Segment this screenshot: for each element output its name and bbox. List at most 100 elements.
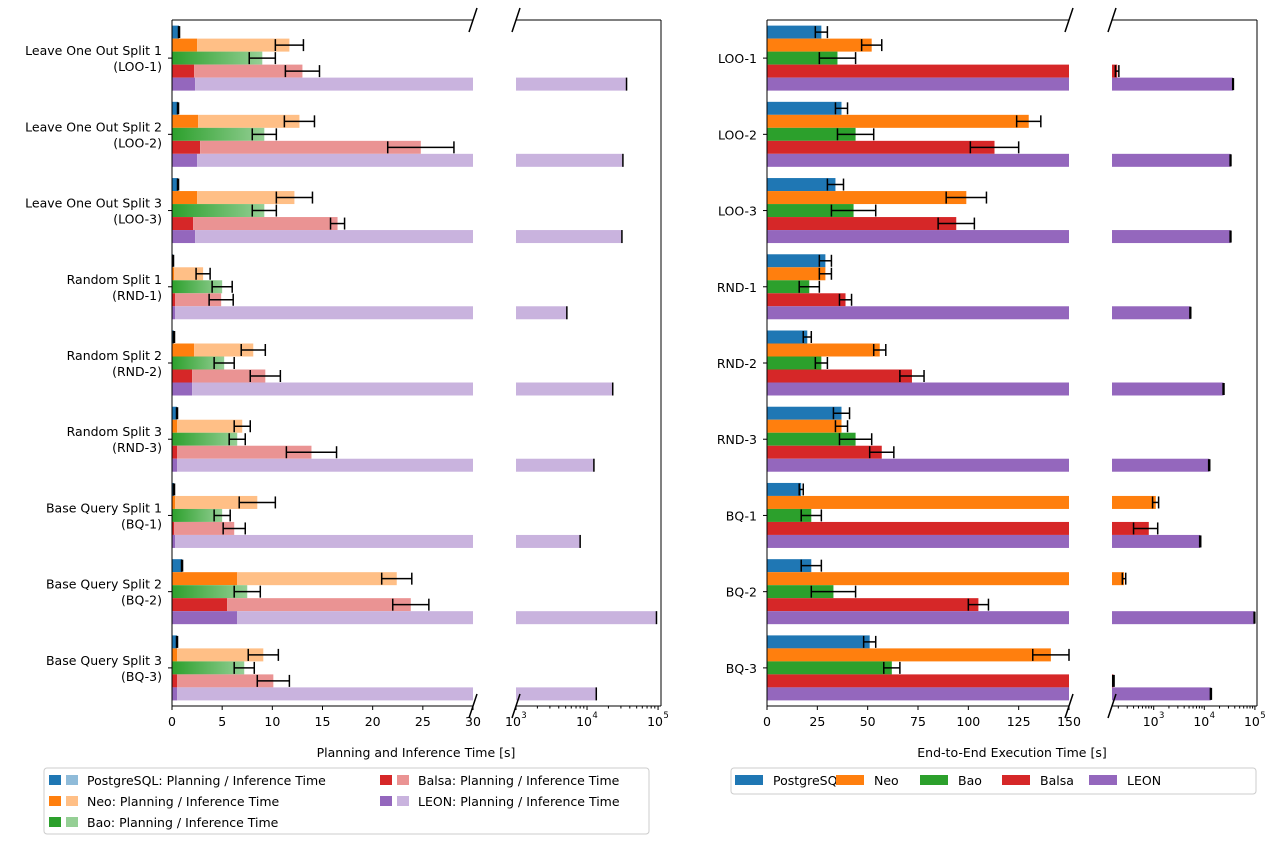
leon-planning-swatch xyxy=(380,796,392,806)
leon-bar xyxy=(767,458,1069,472)
leon-bar-log xyxy=(1112,687,1211,701)
leon-bar xyxy=(767,230,1069,244)
x-tick-label: 10 xyxy=(1193,714,1209,729)
category-sublabel: (RND-3) xyxy=(112,440,162,455)
postgresql-bar xyxy=(767,482,802,496)
bao-inference-swatch xyxy=(66,817,78,827)
leon-inference-bar-log xyxy=(516,153,623,167)
postgresql-planning-bar xyxy=(172,406,178,420)
neo-bar xyxy=(767,572,1069,586)
postgresql-bar xyxy=(767,406,842,420)
category-label: RND-1 xyxy=(717,280,757,295)
axis-break-mark xyxy=(511,7,521,33)
leon-swatch xyxy=(1089,775,1117,785)
leon-planning-bar xyxy=(172,611,238,625)
leon-bar xyxy=(767,687,1069,701)
balsa-inference-bar xyxy=(174,521,235,535)
x-tick-label: 150 xyxy=(1057,714,1081,729)
x-tick-label: 10 xyxy=(505,714,521,729)
category-sublabel: (LOO-3) xyxy=(113,212,162,227)
category-label: LOO-2 xyxy=(718,127,757,142)
category-label: Random Split 2 xyxy=(67,348,162,363)
leon-bar xyxy=(767,153,1069,167)
balsa-inference-bar xyxy=(177,674,274,688)
postgresql-bar xyxy=(767,635,870,649)
legend-label: Balsa: Planning / Inference Time xyxy=(418,773,620,788)
category-label: BQ-1 xyxy=(726,508,757,523)
bao-bar xyxy=(767,127,856,141)
neo-planning-bar xyxy=(172,114,199,128)
x-tick-exponent: 5 xyxy=(1260,711,1265,721)
neo-inference-bar xyxy=(194,343,254,357)
postgresql-planning-bar xyxy=(172,559,183,573)
x-tick-label: 15 xyxy=(315,714,331,729)
bao-bar xyxy=(172,204,265,218)
bao-bar xyxy=(172,585,248,599)
category-label: Leave One Out Split 2 xyxy=(25,119,162,134)
neo-bar xyxy=(767,191,967,205)
balsa-bar xyxy=(767,217,957,231)
neo-bar xyxy=(767,495,1069,509)
x-tick-exponent: 5 xyxy=(663,711,668,721)
bao-bar xyxy=(767,508,812,522)
legend-label: Neo xyxy=(874,773,899,788)
postgresql-bar xyxy=(767,101,842,115)
legend-label: Bao: Planning / Inference Time xyxy=(87,815,279,830)
balsa-planning-swatch xyxy=(380,775,392,785)
leon-planning-bar xyxy=(172,306,176,320)
leon-bar-log xyxy=(1112,382,1224,396)
bao-bar xyxy=(767,432,856,446)
category-label: Leave One Out Split 1 xyxy=(25,43,162,58)
leon-bar-log xyxy=(1112,230,1231,244)
neo-inference-bar xyxy=(177,648,264,662)
category-label: LOO-1 xyxy=(718,51,757,66)
x-tick-label: 10 xyxy=(576,714,592,729)
neo-planning-bar xyxy=(172,191,198,205)
category-sublabel: (BQ-1) xyxy=(121,516,162,531)
neo-planning-bar xyxy=(172,419,178,433)
leon-bar xyxy=(767,611,1069,625)
leon-planning-bar xyxy=(172,382,193,396)
leon-planning-bar xyxy=(172,230,196,244)
execution-legend: PostgreSQL Neo Bao Balsa LEON xyxy=(730,767,1257,795)
leon-bar-log xyxy=(1112,306,1191,320)
neo-inference-bar xyxy=(197,38,290,52)
legend-label: Neo: Planning / Inference Time xyxy=(87,794,279,809)
neo-planning-bar xyxy=(172,343,195,357)
category-label: Random Split 1 xyxy=(67,272,162,287)
balsa-planning-bar xyxy=(172,445,178,459)
category-label: RND-3 xyxy=(717,432,757,447)
balsa-planning-bar xyxy=(172,140,201,154)
bao-bar xyxy=(767,661,892,675)
axis-break-mark xyxy=(1064,7,1074,33)
neo-bar-log xyxy=(1112,572,1125,586)
leon-inference-bar-log xyxy=(516,382,613,396)
legend-frame xyxy=(43,767,650,835)
balsa-swatch xyxy=(1002,775,1030,785)
neo-swatch xyxy=(836,775,864,785)
category-label: Leave One Out Split 3 xyxy=(25,196,162,211)
postgresql-planning-swatch xyxy=(49,775,61,785)
bao-swatch xyxy=(920,775,948,785)
leon-bar xyxy=(767,306,1069,320)
x-tick-label: 125 xyxy=(1007,714,1031,729)
postgresql-planning-bar xyxy=(172,635,178,649)
postgresql-planning-bar xyxy=(172,178,179,192)
leon-bar xyxy=(767,534,1069,548)
bao-bar xyxy=(767,356,822,370)
axis-break-mark xyxy=(1107,7,1117,33)
x-tick-label: 30 xyxy=(465,714,481,729)
balsa-bar xyxy=(767,598,979,612)
x-tick-label: 5 xyxy=(218,714,226,729)
legend-label: LEON: Planning / Inference Time xyxy=(418,794,620,809)
neo-bar-log xyxy=(1112,495,1156,509)
neo-inference-bar xyxy=(197,191,295,205)
neo-planning-bar xyxy=(172,648,178,662)
leon-inference-bar xyxy=(192,382,474,396)
neo-planning-bar xyxy=(172,495,176,509)
legend-label: PostgreSQL xyxy=(773,773,844,788)
neo-planning-bar xyxy=(172,572,238,586)
bao-bar xyxy=(172,127,265,141)
axis-break-mark xyxy=(1107,693,1117,719)
leon-planning-bar xyxy=(172,77,196,91)
